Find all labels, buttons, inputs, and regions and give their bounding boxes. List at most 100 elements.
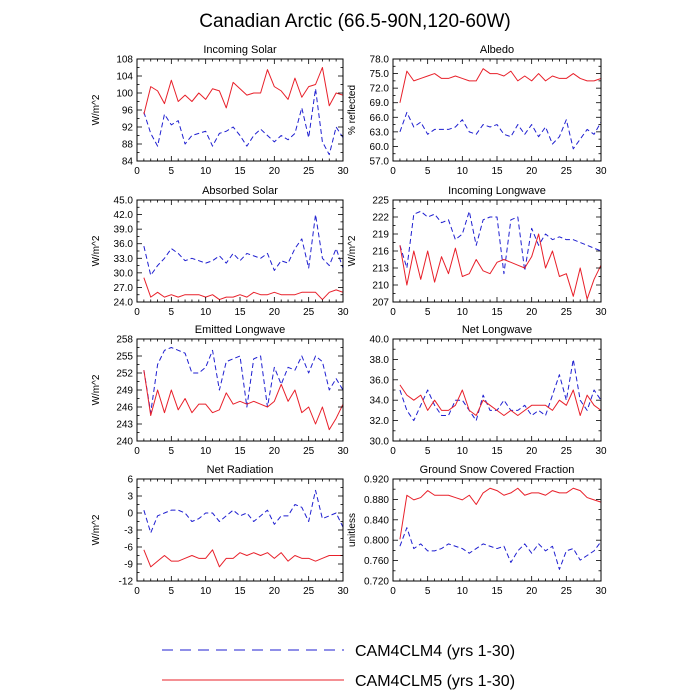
- series-group: [143, 489, 343, 568]
- y-tick-label: 88: [122, 140, 134, 151]
- y-tick-label: 108: [116, 55, 133, 66]
- x-tick-label: 25: [561, 446, 573, 457]
- y-tick-label: 213: [372, 264, 389, 275]
- series-group: [143, 67, 343, 156]
- series-line: [143, 214, 343, 276]
- y-tick-label: 36.0: [114, 239, 134, 250]
- y-tick-label: 0.840: [364, 515, 389, 526]
- panel-title: Absorbed Solar: [202, 185, 278, 197]
- x-tick-label: 0: [390, 446, 396, 457]
- y-tick-label: 38.0: [370, 355, 390, 366]
- x-tick-label: 30: [337, 586, 349, 597]
- x-tick-label: 15: [234, 586, 246, 597]
- x-tick-label: 0: [390, 166, 396, 177]
- x-tick-label: 0: [390, 586, 396, 597]
- x-tick-label: 30: [595, 586, 607, 597]
- plot-frame: [392, 58, 602, 162]
- series-line: [399, 233, 601, 300]
- series-group: [399, 68, 601, 150]
- x-tick-label: 15: [234, 166, 246, 177]
- y-tick-label: 34.0: [370, 396, 390, 407]
- y-axis-label: W/m^2: [91, 374, 102, 405]
- x-tick-label: 25: [561, 586, 573, 597]
- y-axis-label: % reflected: [347, 85, 358, 135]
- y-tick-label: 6: [127, 475, 133, 486]
- chart-panel: Albedo 0 5 10 15 20 25 30 57.0 60.0 63.0 66.0 69.0 72…: [347, 44, 607, 177]
- panel-title: Albedo: [480, 44, 514, 56]
- panel-title: Emitted Longwave: [195, 324, 286, 336]
- series-line: [399, 210, 601, 275]
- y-tick-label: 3: [127, 492, 133, 503]
- x-tick-label: 15: [491, 307, 503, 318]
- y-tick-label: 30.0: [114, 268, 134, 279]
- y-tick-label: 27.0: [114, 283, 134, 294]
- y-tick-label: 246: [116, 403, 133, 414]
- y-tick-label: 255: [116, 352, 133, 363]
- x-tick-label: 10: [457, 586, 469, 597]
- y-tick-label: 0.880: [364, 495, 389, 506]
- y-tick-label: 0.760: [364, 556, 389, 567]
- x-tick-label: 25: [303, 446, 315, 457]
- y-tick-label: 0.720: [364, 577, 389, 588]
- x-tick-label: 30: [595, 307, 607, 318]
- y-tick-label: 32.0: [370, 416, 390, 427]
- series-group: [399, 487, 601, 570]
- chart-panel: Absorbed Solar 0 5 10 15 20 25 30 24.0 27.0 30.0 33…: [91, 185, 349, 318]
- y-tick-label: 219: [372, 230, 389, 241]
- x-tick-label: 5: [425, 166, 431, 177]
- x-tick-label: 15: [491, 446, 503, 457]
- y-tick-label: 30.0: [370, 437, 390, 448]
- x-tick-label: 30: [337, 166, 349, 177]
- x-tick-label: 20: [269, 307, 281, 318]
- y-tick-label: 96: [122, 106, 134, 117]
- y-tick-label: -3: [124, 526, 133, 537]
- y-tick-label: -12: [119, 577, 134, 588]
- chart-panel: Incoming Solar 0 5 10 15 20 25 30 84 88 92 96 100 104…: [91, 44, 349, 177]
- x-tick-label: 20: [526, 586, 538, 597]
- y-tick-label: 210: [372, 281, 389, 292]
- x-tick-label: 5: [169, 446, 175, 457]
- x-tick-label: 20: [526, 446, 538, 457]
- x-tick-label: 20: [269, 586, 281, 597]
- chart-panel: Net Longwave 0 5 10 15 20 25 30 30.0 32.0 34.0 36.0…: [370, 324, 607, 457]
- x-tick-label: 0: [134, 586, 140, 597]
- x-tick-label: 10: [200, 166, 212, 177]
- x-tick-label: 5: [169, 307, 175, 318]
- y-tick-label: 60.0: [370, 142, 390, 153]
- x-tick-label: 10: [457, 446, 469, 457]
- chart-panel: Ground Snow Covered Fraction 0 5 10 15 20 25 30…: [347, 464, 607, 597]
- x-tick-label: 10: [200, 307, 212, 318]
- series-line: [143, 67, 343, 115]
- x-tick-label: 0: [390, 307, 396, 318]
- x-tick-label: 10: [457, 166, 469, 177]
- x-tick-label: 10: [200, 446, 212, 457]
- series-line: [143, 277, 343, 301]
- panel-title: Ground Snow Covered Fraction: [420, 464, 575, 476]
- x-tick-label: 30: [595, 446, 607, 457]
- x-tick-label: 20: [526, 307, 538, 318]
- y-tick-label: 222: [372, 213, 389, 224]
- series-group: [399, 210, 601, 300]
- x-tick-label: 25: [303, 586, 315, 597]
- y-axis-label: W/m^2: [347, 235, 358, 266]
- y-tick-label: 63.0: [370, 127, 390, 138]
- series-group: [143, 214, 343, 301]
- plot-frame: [136, 338, 344, 442]
- y-tick-label: 69.0: [370, 98, 390, 109]
- y-axis-label: W/m^2: [91, 514, 102, 545]
- panel-title: Incoming Longwave: [448, 185, 546, 197]
- y-tick-label: 249: [116, 386, 133, 397]
- y-tick-label: 84: [122, 157, 134, 168]
- y-tick-label: 243: [116, 420, 133, 431]
- legend-item: CAM4CLM4 (yrs 1-30): [162, 643, 515, 660]
- x-tick-label: 25: [303, 166, 315, 177]
- plot-frame: [136, 199, 344, 303]
- series-line: [143, 549, 343, 568]
- y-tick-label: 24.0: [114, 298, 134, 309]
- y-axis-label: unitless: [347, 513, 358, 547]
- y-tick-label: 40.0: [370, 335, 390, 346]
- x-tick-label: 0: [134, 166, 140, 177]
- x-tick-label: 20: [269, 446, 281, 457]
- y-tick-label: 78.0: [370, 55, 390, 66]
- x-tick-label: 15: [491, 586, 503, 597]
